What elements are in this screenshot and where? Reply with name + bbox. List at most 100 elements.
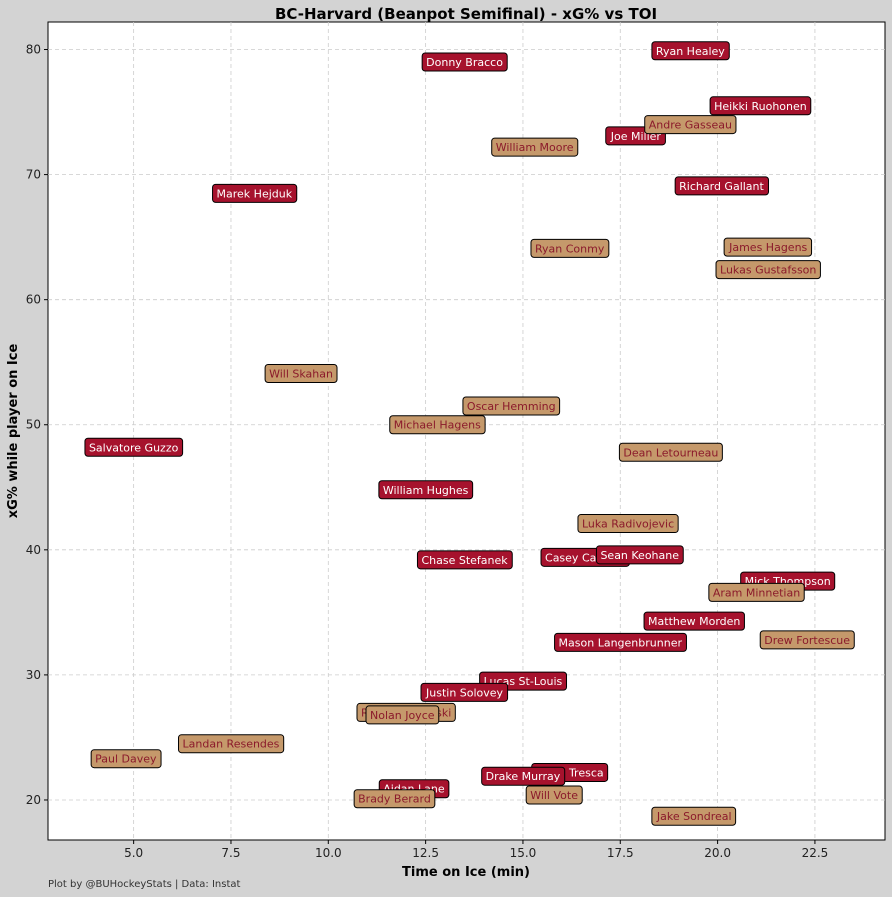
label-box (651, 806, 737, 826)
point-label-text: Heikki Ruohonen (714, 100, 807, 113)
point-label-text: Dean Letourneau (623, 446, 718, 459)
x-tick-label: 12.5 (412, 846, 439, 860)
chart-title: BC-Harvard (Beanpot Semifinal) - xG% vs … (275, 5, 657, 23)
grid (48, 22, 885, 840)
data-point-label: Mason Langenbrunner (554, 632, 687, 652)
data-point-label: Ryan Conmy (530, 238, 610, 258)
point-label-text: Ryan Healey (656, 45, 725, 58)
point-label-text: Luka Radivojevic (582, 518, 674, 531)
x-tick-label: 10.0 (315, 846, 342, 860)
label-box (353, 789, 436, 809)
axis-ticks: 5.0 7.5 10.0 12.5 15.0 17.5 20.0 22.5 20 30 40 50 60… (26, 43, 829, 860)
label-box (723, 237, 813, 257)
label-box (644, 115, 737, 135)
x-tick-label: 7.5 (221, 846, 240, 860)
label-box (389, 415, 486, 435)
y-tick-label: 30 (26, 668, 41, 682)
point-label-text: Salvatore Guzzo (89, 441, 179, 454)
point-label-text: William Hughes (383, 484, 469, 497)
point-label-text: William Moore (496, 141, 574, 154)
data-point-label: William Hughes (378, 480, 474, 500)
label-box (715, 260, 821, 280)
data-point-label: Andre Gasseau (644, 115, 737, 135)
point-label-text: Paul Davey (95, 753, 157, 766)
data-point-label: Dean Letourneau (618, 442, 723, 462)
label-box (481, 766, 566, 786)
label-box (618, 442, 723, 462)
data-point-label: Nolan Joyce (365, 705, 440, 725)
data-point-label: Sean Keohane (595, 545, 684, 565)
y-tick-label: 20 (26, 793, 41, 807)
point-label-text: Richard Gallant (679, 180, 764, 193)
point-label-text: Brady Berard (358, 793, 431, 806)
y-tick-label: 50 (26, 418, 41, 432)
x-tick-label: 20.0 (704, 846, 731, 860)
label-box (462, 396, 561, 416)
label-box (759, 630, 855, 650)
x-tick-label: 5.0 (124, 846, 143, 860)
label-box (178, 734, 285, 754)
data-point-label: Paul Davey (90, 749, 162, 769)
y-tick-label: 60 (26, 293, 41, 307)
point-label-text: Ryan Conmy (535, 242, 605, 255)
label-box (420, 682, 509, 702)
label-box (491, 137, 579, 157)
data-point-label: Drake Murray (481, 766, 566, 786)
data-point-label: Will Vote (525, 785, 583, 805)
point-label-text: Marek Hejduk (217, 187, 293, 200)
data-point-label: Brady Berard (353, 789, 436, 809)
point-label-text: Will Skahan (269, 367, 333, 380)
label-box (554, 632, 687, 652)
data-point-label: Luka Radivojevic (577, 514, 679, 534)
point-label-text: Justin Solovey (425, 686, 504, 699)
data-point-label: Richard Gallant (674, 176, 770, 196)
label-box (530, 238, 610, 258)
data-point-label: Drew Fortescue (759, 630, 855, 650)
label-box (708, 582, 805, 602)
label-box (525, 785, 583, 805)
data-point-label: Heikki Ruohonen (709, 96, 812, 116)
point-label-text: Jake Sondreal (656, 810, 732, 823)
label-box (416, 550, 513, 570)
label-box (595, 545, 684, 565)
label-box (378, 480, 474, 500)
label-box (674, 176, 770, 196)
data-point-label: Landan Resendes (178, 734, 285, 754)
label-box (577, 514, 679, 534)
point-label-text: Sean Keohane (600, 549, 679, 562)
x-tick-label: 15.0 (510, 846, 537, 860)
data-point-label: Marek Hejduk (212, 183, 298, 203)
point-label-text: Lukas Gustafsson (720, 264, 816, 277)
data-point-label: Aram Minnetian (708, 582, 805, 602)
label-box (651, 41, 730, 61)
data-point-label: Michael Hagens (389, 415, 486, 435)
point-label-text: Nolan Joyce (370, 709, 435, 722)
point-label-text: Matthew Morden (648, 615, 740, 628)
point-label-text: James Hagens (728, 241, 807, 254)
point-label-text: Aram Minnetian (713, 586, 800, 599)
point-label-text: Chase Stefanek (421, 554, 508, 567)
data-point-label: Justin Solovey (420, 682, 509, 702)
data-point-label: Oscar Hemming (462, 396, 561, 416)
label-box (264, 363, 338, 383)
point-label-text: Drake Murray (486, 770, 561, 783)
point-label-text: Drew Fortescue (764, 634, 850, 647)
point-label-text: Michael Hagens (394, 419, 481, 432)
label-box (421, 52, 508, 72)
x-axis-label: Time on Ice (min) (402, 865, 530, 880)
point-label-text: Donny Bracco (426, 56, 503, 69)
y-tick-label: 70 (26, 168, 41, 182)
data-point-label: Donny Bracco (421, 52, 508, 72)
data-point-label: Ryan Healey (651, 41, 730, 61)
point-label-text: Landan Resendes (183, 738, 280, 751)
data-point-label: Jake Sondreal (651, 806, 737, 826)
point-label-text: Will Vote (530, 789, 578, 802)
data-point-label: Salvatore Guzzo (84, 437, 184, 457)
label-box (84, 437, 184, 457)
y-tick-label: 80 (26, 43, 41, 57)
x-tick-label: 17.5 (607, 846, 634, 860)
y-tick-label: 40 (26, 543, 41, 557)
x-tick-label: 22.5 (802, 846, 829, 860)
label-box (212, 183, 298, 203)
